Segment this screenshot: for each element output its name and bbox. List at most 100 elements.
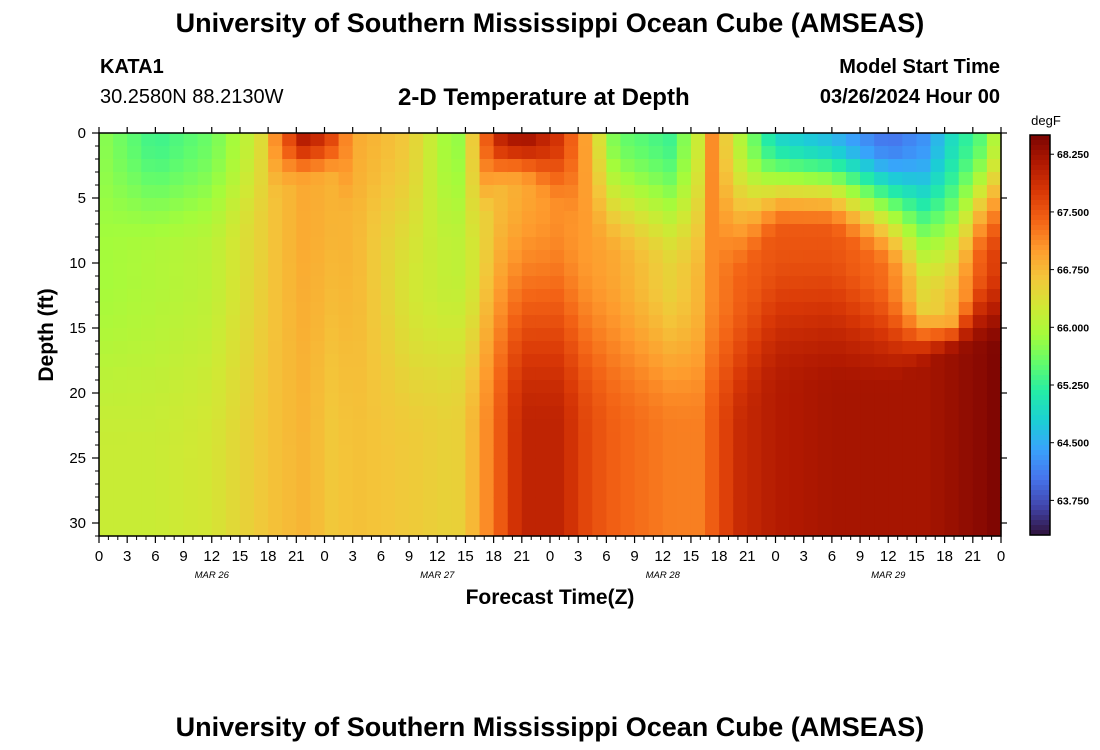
heatmap-cell: [789, 328, 805, 342]
heatmap-cell: [860, 198, 875, 212]
heatmap-cell: [310, 471, 326, 485]
heatmap-cell: [761, 484, 777, 498]
heatmap-cell: [423, 276, 438, 290]
heatmap-cell: [986, 445, 1002, 459]
heatmap-cell: [423, 432, 438, 446]
heatmap-cell: [592, 510, 607, 524]
heatmap-cell: [521, 159, 537, 173]
heatmap-cell: [944, 263, 960, 277]
heatmap-cell: [479, 523, 495, 537]
heatmap-cell: [239, 328, 255, 342]
heatmap-cell: [986, 328, 1002, 342]
heatmap-cell: [451, 133, 467, 147]
heatmap-cell: [451, 302, 467, 316]
heatmap-cell: [465, 419, 481, 433]
heatmap-cell: [352, 211, 368, 225]
heatmap-cell: [465, 276, 481, 290]
heatmap-cell: [620, 510, 636, 524]
heatmap-cell: [775, 393, 791, 407]
heatmap-cell: [183, 406, 199, 420]
heatmap-cell: [747, 146, 762, 160]
heatmap-cell: [902, 367, 918, 381]
heatmap-cell: [986, 354, 1002, 368]
heatmap-cell: [409, 419, 424, 433]
heatmap-cell: [902, 250, 918, 264]
heatmap-cell: [310, 172, 326, 186]
heatmap-cell: [324, 406, 340, 420]
heatmap-cell: [169, 302, 185, 316]
heatmap-cell: [282, 315, 297, 329]
y-tick-label: 15: [69, 320, 86, 337]
heatmap-cell: [493, 146, 509, 160]
heatmap-cell: [733, 315, 748, 329]
heatmap-cell: [113, 185, 128, 199]
heatmap-cell: [564, 133, 579, 147]
heatmap-cell: [719, 445, 734, 459]
heatmap-cell: [99, 432, 114, 446]
heatmap-cell: [789, 146, 805, 160]
heatmap-cell: [141, 432, 156, 446]
heatmap-cell: [479, 458, 495, 472]
heatmap-cell: [169, 458, 185, 472]
heatmap-cell: [268, 289, 283, 303]
heatmap-cell: [324, 237, 340, 251]
heatmap-cell: [225, 159, 241, 173]
colorbar-segment: [1030, 515, 1050, 521]
y-tick-label: 0: [78, 125, 86, 142]
heatmap-cell: [211, 497, 227, 511]
heatmap-cell: [211, 276, 227, 290]
heatmap-cell: [535, 263, 551, 277]
heatmap-cell: [183, 328, 199, 342]
heatmap-cell: [380, 263, 396, 277]
heatmap-cell: [338, 172, 354, 186]
heatmap-cell: [310, 380, 326, 394]
heatmap-cell: [733, 276, 748, 290]
heatmap-cell: [634, 341, 650, 355]
heatmap-cell: [944, 380, 960, 394]
heatmap-cell: [930, 458, 946, 472]
heatmap-cell: [451, 471, 467, 485]
x-tick-label: 12: [880, 548, 897, 565]
heatmap-cell: [564, 198, 579, 212]
heatmap-cell: [113, 328, 128, 342]
heatmap-cell: [747, 445, 762, 459]
heatmap-cell: [465, 497, 481, 511]
heatmap-cell: [705, 211, 720, 225]
heatmap-cell: [620, 328, 636, 342]
heatmap-cell: [775, 250, 791, 264]
heatmap-cell: [465, 393, 481, 407]
heatmap-cell: [986, 471, 1002, 485]
heatmap-cell: [507, 211, 523, 225]
heatmap-cell: [366, 432, 382, 446]
heatmap-cell: [141, 211, 156, 225]
heatmap-cell: [437, 146, 452, 160]
heatmap-cell: [183, 393, 199, 407]
heatmap-cell: [155, 380, 171, 394]
heatmap-cell: [592, 146, 607, 160]
heatmap-cell: [282, 445, 297, 459]
heatmap-cell: [155, 276, 171, 290]
heatmap-cell: [578, 354, 593, 368]
heatmap-cell: [296, 224, 311, 238]
heatmap-cell: [423, 523, 438, 537]
colorbar-segment: [1030, 160, 1050, 166]
heatmap-cell: [479, 471, 495, 485]
colorbar-segment: [1030, 385, 1050, 391]
heatmap-cell: [169, 367, 185, 381]
heatmap-cell: [676, 237, 692, 251]
heatmap-cell: [690, 458, 706, 472]
heatmap-cell: [507, 289, 523, 303]
heatmap-cell: [592, 328, 607, 342]
heatmap-cell: [366, 237, 382, 251]
heatmap-cell: [197, 224, 213, 238]
heatmap-cell: [155, 367, 171, 381]
heatmap-cell: [535, 380, 551, 394]
heatmap-cell: [648, 315, 664, 329]
heatmap-cell: [324, 276, 340, 290]
heatmap-cell: [676, 198, 692, 212]
heatmap-cell: [394, 328, 410, 342]
heatmap-cell: [113, 289, 128, 303]
heatmap-cell: [620, 471, 636, 485]
heatmap-cell: [197, 432, 213, 446]
heatmap-cell: [423, 133, 438, 147]
